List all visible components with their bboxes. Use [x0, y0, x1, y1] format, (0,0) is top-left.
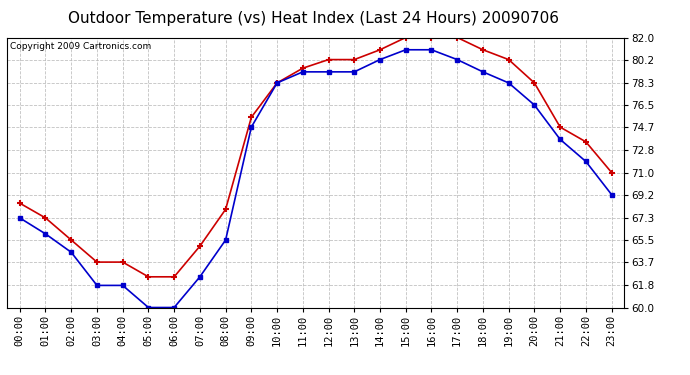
Text: Outdoor Temperature (vs) Heat Index (Last 24 Hours) 20090706: Outdoor Temperature (vs) Heat Index (Las… — [68, 11, 560, 26]
Text: Copyright 2009 Cartronics.com: Copyright 2009 Cartronics.com — [10, 42, 151, 51]
